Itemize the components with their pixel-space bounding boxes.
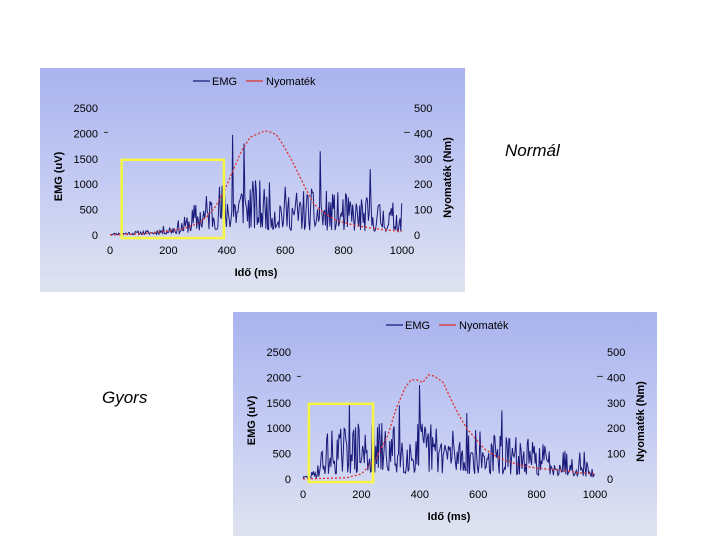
legend-torque-label: Nyomaték [266,76,316,88]
x-tick-label: 0 [107,245,113,257]
legend: EMG Nyomaték [193,76,316,88]
y-tick-label: 500 [80,205,98,217]
label-normal: Normál [505,141,560,160]
legend-emg-label: EMG [212,76,237,88]
x-tick-label: 200 [159,245,177,257]
x-tick-label: 600 [276,245,294,257]
y-tick-label: 0 [285,474,291,486]
torque-series-line [302,374,596,480]
label-gyors: Gyors [102,388,148,407]
emg-chart-gyors: EMG Nyomaték05001000150020002500010020030… [233,312,657,536]
x-tick-label: 400 [411,489,429,501]
y-axis-title: EMG (uV) [246,395,258,445]
y-tick-label: 0 [92,230,98,242]
chart-panel-normal: EMG Nyomaték 0 500 1000 1500 2000 2500 0 100 200 30… [40,68,465,292]
emg-chart-normal: EMG Nyomaték05001000150020002500010020030… [40,68,465,292]
emg-series-line [302,384,596,480]
y2-axis-title: Nyomaték (Nm) [442,137,454,218]
chart-background [233,312,657,536]
y-tick-label: 1500 [74,154,98,166]
y-axis-title: EMG (uV) [53,151,65,201]
y-tick-label: 1000 [267,423,291,435]
y-tick-label: 500 [273,449,291,461]
y-tick-label: 2000 [74,128,98,140]
x-tick-label: 200 [352,489,370,501]
legend-torque-label: Nyomaték [459,320,509,332]
x-axis-title: Idő (ms) [235,267,278,279]
y-tick-label: 1500 [267,398,291,410]
x-tick-label: 1000 [390,245,414,257]
x-tick-label: 800 [527,489,545,501]
x-tick-label: 600 [469,489,487,501]
y-tick-label: 2000 [267,372,291,384]
x-tick-label: 400 [218,245,236,257]
chart-background [40,68,465,292]
y2-axis-title: Nyomaték (Nm) [635,381,647,462]
chart-panel-gyors: EMG Nyomaték 0 500 1000 1500 2000 2500 0 100 200 30… [233,312,657,536]
y2-tick-label: 200 [414,179,432,191]
y-tick-label: 1000 [74,179,98,191]
y2-tick-label: 400 [414,128,432,140]
highlight-box [307,402,375,484]
y2-tick-label: 400 [607,372,625,384]
y2-tick-label: 300 [607,398,625,410]
emg-series-line [110,134,403,236]
y-tick-label: 2500 [74,103,98,115]
y-tick-label: 2500 [267,347,291,359]
y2-tick-label: 500 [414,103,432,115]
y2-tick-label: 0 [414,230,420,242]
x-tick-label: 800 [334,245,352,257]
highlight-box [120,158,226,240]
x-tick-label: 0 [300,489,306,501]
torque-series-line [109,130,403,236]
x-tick-label: 1000 [583,489,607,501]
legend: EMG Nyomaték [386,320,509,332]
y2-tick-label: 100 [607,449,625,461]
y2-tick-label: 100 [414,205,432,217]
legend-emg-label: EMG [405,320,430,332]
y2-tick-label: 500 [607,347,625,359]
x-axis-title: Idő (ms) [428,511,471,523]
y2-tick-label: 300 [414,154,432,166]
y2-tick-label: 200 [607,423,625,435]
y2-tick-label: 0 [607,474,613,486]
